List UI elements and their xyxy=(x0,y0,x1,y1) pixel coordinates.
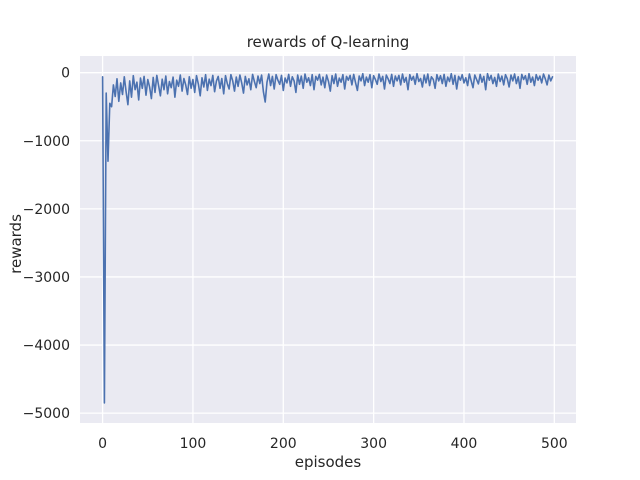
y-tick-labels: 0 −1000 −2000 −3000 −4000 −5000 xyxy=(23,66,70,422)
plot-area xyxy=(80,56,576,423)
y-tick-label: −4000 xyxy=(23,338,70,354)
y-tick-label: −3000 xyxy=(23,270,70,286)
chart-title: rewards of Q-learning xyxy=(247,33,410,51)
x-tick-labels: 0 100 200 300 400 500 xyxy=(98,436,568,452)
x-tick-label: 100 xyxy=(180,436,207,452)
x-tick-label: 300 xyxy=(360,436,387,452)
rewards-line-series xyxy=(101,72,554,404)
gridlines xyxy=(80,56,576,423)
y-tick-label: −5000 xyxy=(23,406,70,422)
y-tick-label: −1000 xyxy=(23,134,70,150)
y-tick-label: 0 xyxy=(61,66,70,82)
x-axis-label: episodes xyxy=(295,453,362,471)
x-tick-label: 500 xyxy=(541,436,568,452)
x-tick-label: 400 xyxy=(451,436,478,452)
y-axis-label: rewards xyxy=(7,214,25,274)
x-tick-label: 0 xyxy=(98,436,107,452)
y-tick-label: −2000 xyxy=(23,202,70,218)
x-tick-label: 200 xyxy=(270,436,297,452)
